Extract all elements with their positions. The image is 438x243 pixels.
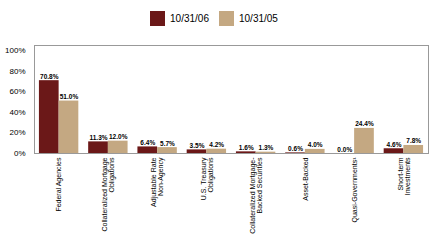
svg-text:6.4%: 6.4% — [140, 139, 155, 146]
html-text:10/31/05: 10/31/05 — [239, 13, 278, 24]
svg-text:1.3%: 1.3% — [259, 144, 274, 151]
svg-text:Collateralized Mortgage-Backed: Collateralized Mortgage-Backed Securitie… — [249, 157, 263, 234]
svg-text:U.S. TreasuryObligations: U.S. TreasuryObligations — [200, 157, 215, 200]
svg-text:0.0%: 0.0% — [337, 146, 352, 153]
svg-text:4.0%: 4.0% — [308, 141, 323, 148]
svg-text:40%: 40% — [9, 108, 25, 117]
svg-text:12.0%: 12.0% — [109, 133, 128, 140]
svg-text:70.8%: 70.8% — [40, 73, 59, 80]
html-text:10/31/06: 10/31/06 — [170, 13, 209, 24]
svg-text:24.4%: 24.4% — [355, 120, 374, 127]
svg-text:5.7%: 5.7% — [160, 140, 175, 147]
svg-text:Quasi-Governments¹: Quasi-Governments¹ — [351, 157, 359, 223]
svg-text:Adjustable RateNon-Agency: Adjustable RateNon-Agency — [150, 157, 165, 207]
svg-text:Short-termInvestments: Short-termInvestments — [397, 157, 411, 195]
svg-text:Federal Agencies: Federal Agencies — [55, 157, 63, 212]
svg-text:20%: 20% — [9, 128, 25, 137]
svg-text:4.2%: 4.2% — [209, 141, 224, 148]
svg-text:0%: 0% — [14, 149, 26, 158]
svg-text:51.0%: 51.0% — [60, 93, 79, 100]
svg-text:80%: 80% — [9, 67, 25, 76]
svg-text:0.6%: 0.6% — [288, 145, 303, 152]
svg-text:Asset-Backed: Asset-Backed — [302, 157, 309, 200]
svg-text:3.5%: 3.5% — [190, 142, 205, 149]
svg-text:7.8%: 7.8% — [406, 137, 421, 144]
svg-text:Collateralized MortgageObligat: Collateralized MortgageObligations — [101, 157, 116, 231]
svg-text:4.6%: 4.6% — [387, 141, 402, 148]
svg-text:100%: 100% — [5, 46, 25, 55]
svg-text:60%: 60% — [9, 87, 25, 96]
svg-text:1.6%: 1.6% — [239, 144, 254, 151]
svg-text:11.3%: 11.3% — [89, 134, 107, 141]
